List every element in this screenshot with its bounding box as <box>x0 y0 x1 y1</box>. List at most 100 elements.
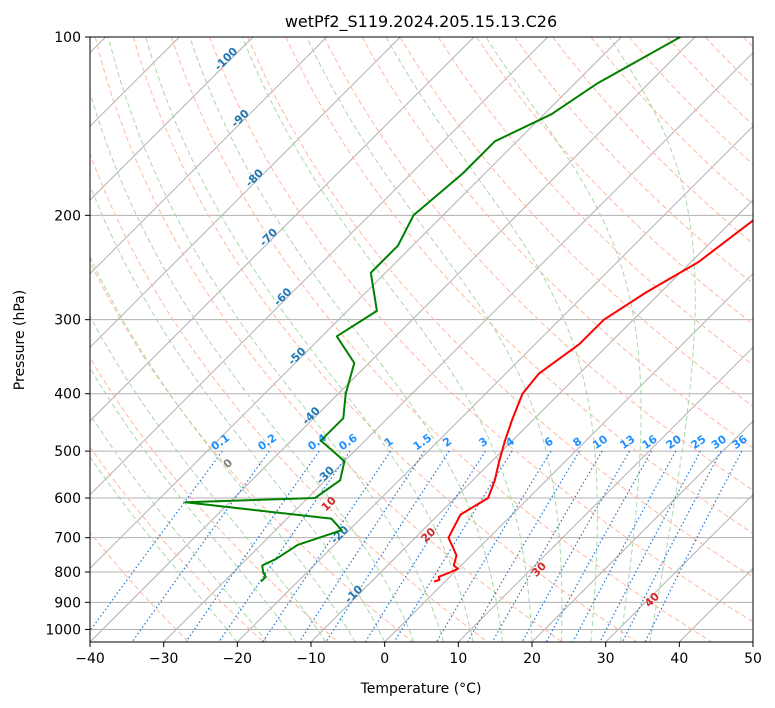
isotherm-line <box>163 51 753 642</box>
x-tick-label: −20 <box>223 651 253 667</box>
dry-adiabat-line <box>209 37 753 623</box>
isotherm-label: -30 <box>314 463 337 486</box>
isotherm-line <box>90 37 401 349</box>
mixing-ratio-label: 1 <box>382 435 396 450</box>
mixing-ratio-lines <box>90 450 743 642</box>
mixing-ratio-label: 25 <box>689 433 709 452</box>
moist-adiabat-line <box>306 37 563 642</box>
mixing-ratio-label: 6 <box>542 435 556 450</box>
mixing-ratio-line <box>621 450 722 642</box>
plot-frame <box>89 36 754 643</box>
y-tick-label: 600 <box>54 491 81 507</box>
mixing-ratio-line <box>644 450 743 642</box>
y-tick-label: 800 <box>54 565 81 581</box>
mixing-ratio-label: 30 <box>709 432 729 452</box>
mixing-ratio-line <box>521 450 631 642</box>
mixing-ratio-line <box>466 450 580 642</box>
dry-adiabat-line <box>590 37 753 205</box>
dry-adiabat-label: 10 <box>319 494 339 514</box>
isotherm-line <box>90 37 475 422</box>
mixing-ratio-label: 10 <box>590 432 610 452</box>
dry-adiabat-line <box>628 37 753 166</box>
moist-adiabat-line <box>90 255 356 642</box>
dry-adiabat-line <box>285 37 753 535</box>
mixing-ratio-label: 8 <box>571 435 585 450</box>
x-tick-label: 20 <box>523 651 541 667</box>
moist-adiabat-line <box>608 37 696 642</box>
y-tick-label: 200 <box>54 208 81 224</box>
mixing-ratio-line <box>262 450 392 642</box>
y-tick-label: 700 <box>54 531 81 547</box>
dry-adiabat-line <box>247 37 753 578</box>
moist-adiabat-line <box>241 37 533 642</box>
mixing-ratio-label: 2 <box>440 435 454 450</box>
moist-adiabat-line <box>90 456 238 642</box>
mixing-ratio-label: 0.1 <box>209 431 232 453</box>
dry-adiabat-line <box>90 152 488 642</box>
x-tick-label: 50 <box>744 651 762 667</box>
adiabat-lines <box>90 37 753 642</box>
dry-adiabat-label: 20 <box>418 525 438 545</box>
y-tick-label: 400 <box>54 387 81 403</box>
x-tick-label: 30 <box>597 651 615 667</box>
mixing-ratio-label: 20 <box>664 432 684 452</box>
mixing-ratio-line <box>572 450 677 642</box>
isotherm-line <box>90 37 254 201</box>
moist-adiabat-line <box>90 90 415 642</box>
dry-adiabat-line <box>94 37 563 642</box>
y-tick-label: 500 <box>54 444 81 460</box>
isotherm-label: -70 <box>257 226 280 249</box>
mixing-ratio-label: 1.5 <box>411 431 434 453</box>
x-tick-label: 0 <box>380 651 389 667</box>
dry-adiabat-line <box>90 260 414 642</box>
mixing-ratio-label: 36 <box>730 432 750 452</box>
isotherm-line <box>90 37 328 275</box>
isotherm-label: -80 <box>243 166 266 189</box>
moist-adiabat-line <box>189 37 503 642</box>
moist-adiabat-line <box>485 37 642 642</box>
isotherm-label: -100 <box>212 44 241 73</box>
moist-adiabat-line <box>90 315 327 642</box>
isotherm-line <box>90 37 696 642</box>
y-tick-label: 900 <box>54 595 81 611</box>
y-axis-ticks: 100 200 300 400 500 600 700 800 900 1000 <box>45 30 90 638</box>
y-tick-label: 300 <box>54 313 81 329</box>
x-axis-title: Temperature (°C) <box>360 681 482 697</box>
dry-adiabat-line <box>361 37 753 449</box>
isotherm-line <box>90 37 549 496</box>
dry-adiabat-line <box>90 531 190 642</box>
y-axis-title: Pressure (hPa) <box>12 290 28 390</box>
mixing-ratio-line <box>131 450 270 642</box>
moist-adiabat-line <box>90 366 297 642</box>
chart-title: wetPf2_S119.2024.205.15.13.C26 <box>285 12 557 32</box>
isotherm-line <box>384 272 753 642</box>
dry-adiabat-line <box>437 37 753 366</box>
moist-adiabat-line <box>90 184 386 642</box>
isotherm-label: -50 <box>285 345 308 368</box>
dry-adiabat-line <box>132 37 638 642</box>
dry-adiabat-line <box>171 37 712 642</box>
moist-adiabat-line <box>145 37 474 642</box>
isotherm-label: -60 <box>271 285 294 308</box>
isotherm-label: -40 <box>300 404 323 427</box>
dry-adiabat-line <box>90 446 264 642</box>
x-tick-label: −40 <box>75 651 105 667</box>
dry-adiabat-label: 30 <box>529 559 549 579</box>
mixing-ratio-line <box>90 450 223 632</box>
dry-adiabat-line <box>514 37 753 285</box>
x-tick-label: 10 <box>449 651 467 667</box>
dry-adiabat-label: 0 <box>221 456 236 471</box>
dry-adiabat-line <box>323 37 753 491</box>
x-tick-label: 40 <box>670 651 688 667</box>
mixing-ratio-line <box>491 450 603 642</box>
profile-series <box>184 37 753 583</box>
mixing-ratio-line <box>298 450 425 642</box>
isotherm-line <box>236 125 753 642</box>
x-tick-label: −30 <box>149 651 179 667</box>
y-tick-label: 1000 <box>45 622 81 638</box>
x-axis-ticks: −40 −30 −20 −10 0 10 20 30 40 50 <box>75 642 762 667</box>
dry-adiabat-line <box>666 37 753 126</box>
mixing-ratio-label: 16 <box>640 432 660 452</box>
isotherm-line <box>752 641 753 642</box>
